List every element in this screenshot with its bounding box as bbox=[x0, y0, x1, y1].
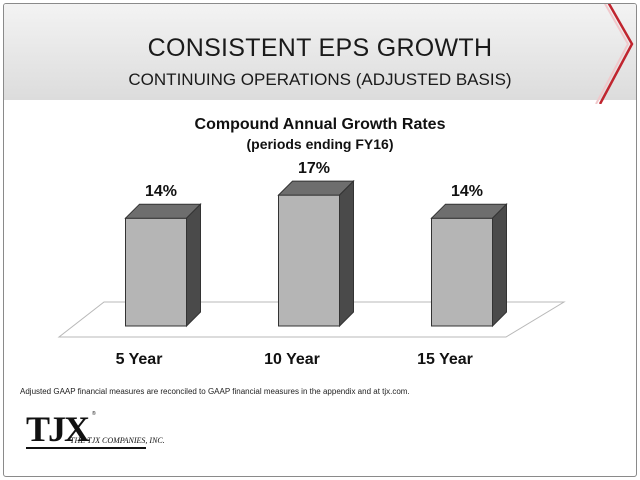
header-band bbox=[4, 4, 636, 100]
category-label: 15 Year bbox=[417, 351, 473, 368]
slide-subtitle: CONTINUING OPERATIONS (ADJUSTED BASIS) bbox=[128, 70, 512, 89]
logo-company-name: THE TJX COMPANIES, INC. bbox=[70, 436, 165, 445]
data-label: 17% bbox=[298, 160, 330, 177]
bar-front-face bbox=[278, 194, 340, 327]
chevron-accent bbox=[598, 4, 634, 104]
logo-mark: TJX bbox=[26, 409, 90, 449]
bar-front-face bbox=[125, 217, 187, 327]
bar-front-face bbox=[431, 217, 493, 327]
bar-chart: 14% 5 Year 17% 10 Year 14% 15 Year bbox=[57, 160, 566, 368]
chevron-outline bbox=[595, 4, 630, 104]
chart-title: Compound Annual Growth Rates bbox=[194, 116, 446, 133]
bar-side-face bbox=[186, 202, 201, 328]
bar-3 bbox=[430, 202, 508, 328]
logo-underline bbox=[26, 447, 146, 449]
data-label: 14% bbox=[451, 183, 483, 200]
bar-side-face bbox=[339, 179, 354, 328]
bars-group: 14% 5 Year 17% 10 Year 14% 15 Year bbox=[116, 160, 508, 368]
tjx-logo: TJX ® THE TJX COMPANIES, INC. bbox=[26, 409, 186, 461]
bar-1 bbox=[124, 202, 202, 328]
bar-2 bbox=[277, 179, 355, 328]
chevron-decoration bbox=[595, 4, 634, 104]
chart-subtitle: (periods ending FY16) bbox=[246, 136, 394, 152]
slide: CONSISTENT EPS GROWTH CONTINUING OPERATI… bbox=[3, 3, 637, 477]
data-label: 14% bbox=[145, 183, 177, 200]
bar-side-face bbox=[492, 202, 507, 328]
slide-title: CONSISTENT EPS GROWTH bbox=[147, 34, 493, 62]
logo-trademark: ® bbox=[92, 411, 96, 417]
category-label: 10 Year bbox=[264, 351, 320, 368]
category-label: 5 Year bbox=[116, 351, 163, 368]
footnote: Adjusted GAAP financial measures are rec… bbox=[20, 387, 410, 396]
